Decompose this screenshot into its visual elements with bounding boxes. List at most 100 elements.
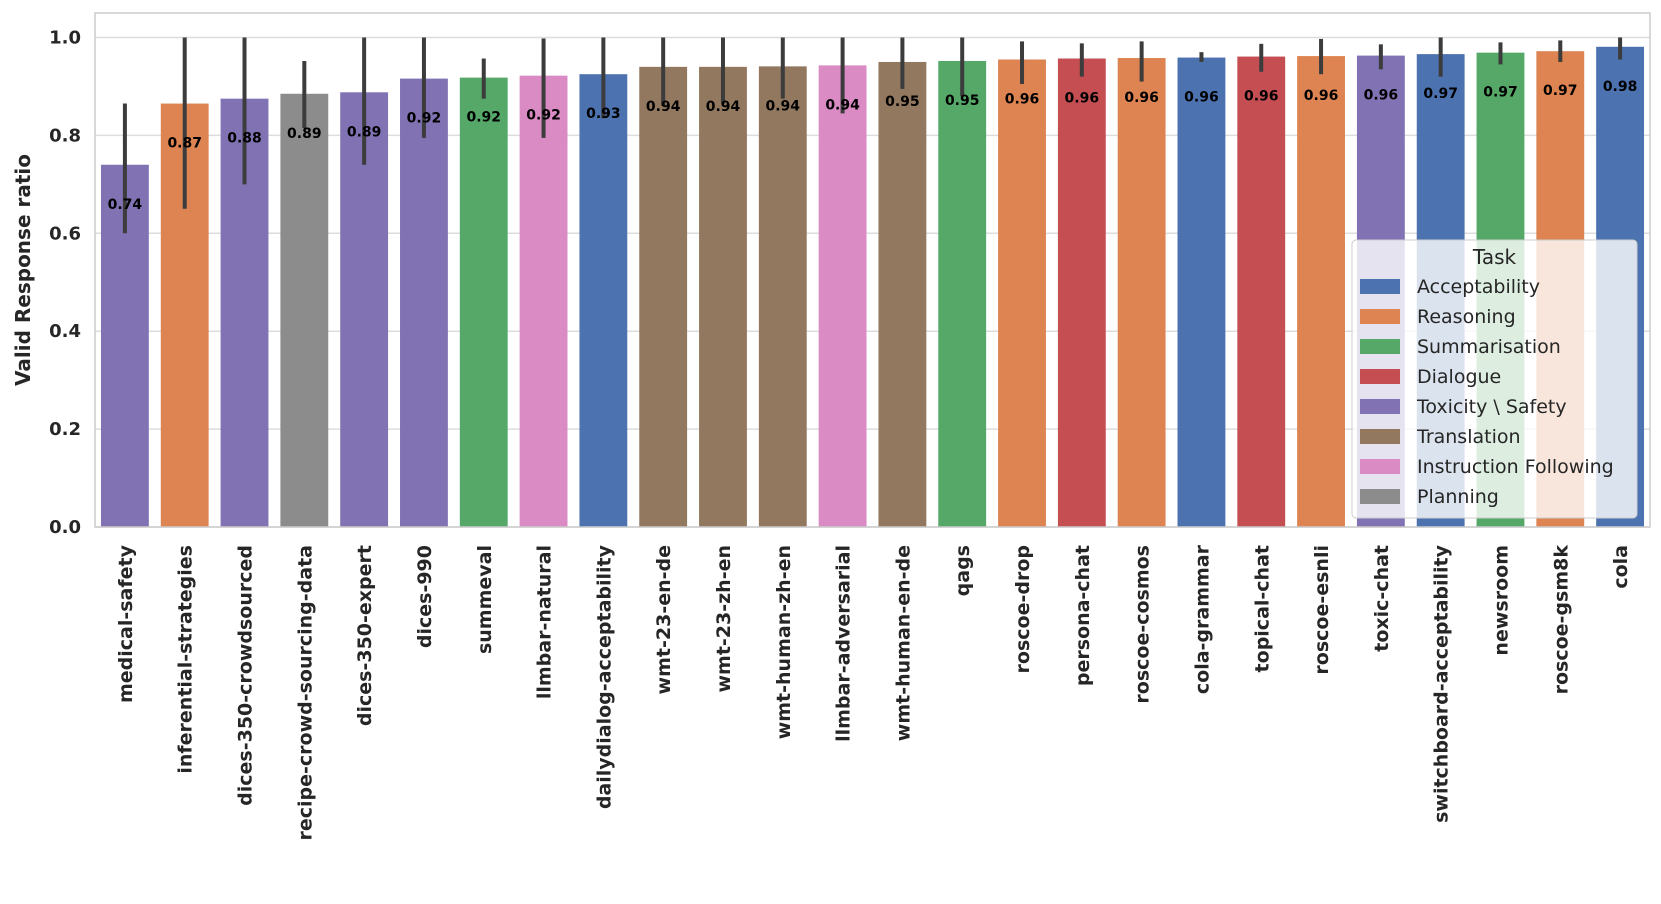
data-label: 0.89 — [347, 124, 382, 140]
data-labels: 0.74 0.87 0.88 0.89 0.89 0.92 0.92 0.92 0.93 0.94… — [108, 79, 1638, 213]
x-tick-label: dailydialog-acceptability — [593, 544, 615, 809]
bar — [1057, 58, 1106, 527]
legend-entry-label: Dialogue — [1417, 366, 1501, 388]
legend: Task Acceptability Reasoning Summarisation… — [1351, 239, 1638, 519]
data-label: 0.96 — [1364, 88, 1399, 104]
legend-entry-label: Instruction Following — [1417, 456, 1614, 478]
x-tick-label: cola — [1610, 545, 1632, 589]
bar — [699, 66, 747, 527]
bar — [1117, 58, 1166, 527]
data-label: 0.97 — [1543, 83, 1578, 99]
x-tick-label: roscoe-esnli — [1311, 545, 1333, 675]
data-label: 0.94 — [706, 99, 741, 115]
data-label: 0.96 — [1184, 90, 1219, 106]
legend-swatch — [1360, 339, 1400, 354]
x-tick-label: wmt-human-zh-en — [773, 545, 795, 739]
x-tick-label: topical-chat — [1251, 545, 1273, 672]
bar — [1297, 56, 1345, 527]
legend-box — [1351, 239, 1638, 519]
x-tick-label: cola-grammar — [1191, 544, 1213, 694]
data-label: 0.74 — [108, 197, 143, 213]
x-tick-label: inferential-strategies — [175, 545, 197, 774]
x-axis-ticks: medical-safety inferential-strategies dice… — [115, 544, 1632, 840]
y-tick-label: 0.4 — [49, 321, 81, 342]
bar — [639, 66, 688, 527]
bar — [579, 74, 628, 527]
bar — [818, 65, 867, 527]
x-tick-label: medical-safety — [115, 544, 137, 703]
bar — [938, 60, 987, 528]
data-label: 0.97 — [1423, 86, 1458, 102]
legend-entry-label: Toxicity \ Safety — [1416, 396, 1567, 418]
data-label: 0.98 — [1603, 79, 1638, 95]
legend-swatch — [1360, 459, 1400, 474]
data-label: 0.87 — [167, 136, 202, 152]
x-tick-label: persona-chat — [1072, 545, 1094, 686]
legend-swatch — [1360, 279, 1400, 294]
x-tick-label: qags — [952, 545, 974, 596]
legend-entry-label: Planning — [1417, 486, 1499, 508]
error-bars — [122, 37, 1623, 234]
bar — [459, 77, 508, 528]
x-tick-label: llmbar-natural — [534, 545, 556, 699]
y-tick-label: 0.8 — [49, 125, 81, 146]
bar — [1237, 56, 1286, 527]
x-tick-label: switchboard-acceptability — [1431, 544, 1453, 823]
legend-entry-label: Translation — [1416, 426, 1521, 448]
x-tick-label: dices-990 — [414, 545, 436, 648]
x-tick-label: toxic-chat — [1371, 545, 1393, 652]
x-tick-label: llmbar-adversarial — [833, 545, 855, 742]
data-label: 0.89 — [287, 126, 322, 142]
x-tick-label: roscoe-drop — [1012, 545, 1034, 673]
data-label: 0.95 — [945, 93, 980, 109]
data-label: 0.96 — [1124, 90, 1159, 106]
x-tick-label: wmt-23-zh-en — [713, 545, 735, 693]
bar — [1177, 57, 1226, 528]
bar — [280, 93, 329, 528]
data-label: 0.95 — [885, 94, 920, 110]
y-tick-label: 0.2 — [49, 419, 81, 440]
x-tick-label: wmt-human-en-de — [892, 545, 914, 741]
x-tick-label: roscoe-cosmos — [1132, 545, 1154, 704]
x-tick-label: summeval — [474, 545, 496, 654]
data-label: 0.96 — [1065, 91, 1100, 107]
y-tick-label: 0.6 — [49, 223, 81, 244]
x-tick-label: newsroom — [1490, 545, 1512, 656]
y-axis-ticks: 0.0 0.2 0.4 0.6 0.8 1.0 — [49, 27, 81, 538]
x-tick-label: recipe-crowd-sourcing-data — [294, 545, 316, 841]
legend-swatch — [1360, 399, 1400, 414]
plot-frame — [94, 12, 1651, 528]
data-label: 0.97 — [1483, 85, 1518, 101]
data-label: 0.96 — [1304, 88, 1339, 104]
data-label: 0.94 — [766, 98, 801, 114]
y-axis-label: Valid Response ratio — [11, 154, 35, 386]
x-tick-label: roscoe-gsm8k — [1550, 545, 1572, 695]
data-label: 0.96 — [1244, 89, 1279, 105]
legend-swatch — [1360, 429, 1400, 444]
bar — [519, 75, 568, 527]
x-tick-label: dices-350-crowdsourced — [235, 545, 257, 806]
legend-swatch — [1360, 309, 1400, 324]
data-label: 0.92 — [526, 108, 561, 124]
legend-swatch — [1360, 489, 1400, 504]
data-label: 0.92 — [466, 110, 501, 126]
data-label: 0.96 — [1005, 92, 1040, 108]
data-label: 0.88 — [227, 131, 262, 147]
legend-entry-label: Summarisation — [1417, 336, 1561, 358]
bar — [758, 66, 807, 527]
bar — [878, 61, 927, 527]
legend-entry-label: Acceptability — [1417, 276, 1540, 298]
x-tick-label: wmt-23-en-de — [653, 545, 675, 694]
data-label: 0.94 — [825, 97, 860, 113]
bar — [998, 59, 1046, 527]
legend-title: Task — [1472, 245, 1517, 269]
bar — [400, 78, 448, 527]
data-label: 0.93 — [586, 106, 621, 122]
y-tick-label: 1.0 — [49, 27, 81, 48]
data-label: 0.92 — [407, 111, 442, 127]
x-tick-label: dices-350-expert — [354, 545, 376, 726]
legend-swatch — [1360, 369, 1400, 384]
data-label: 0.94 — [646, 99, 681, 115]
legend-entry-label: Reasoning — [1417, 306, 1516, 328]
